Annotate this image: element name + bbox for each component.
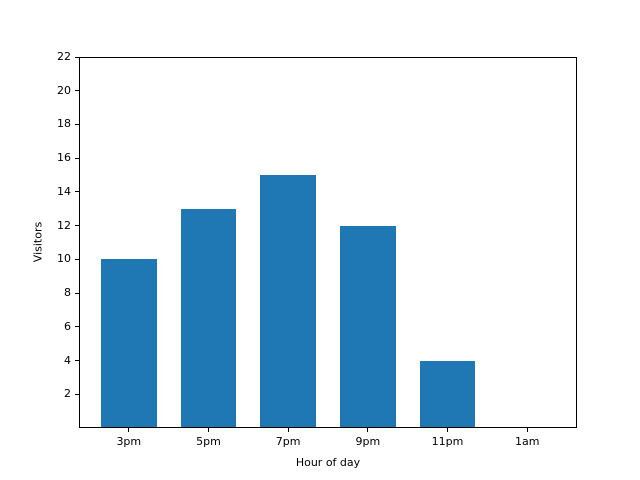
y-tick-label: 10	[57, 252, 71, 266]
x-tick-mark	[367, 428, 369, 432]
y-tick-mark	[75, 326, 79, 328]
x-tick-label: 5pm	[196, 435, 221, 448]
x-tick-mark	[526, 428, 528, 432]
y-tick-mark	[75, 191, 79, 193]
x-tick-mark	[287, 428, 289, 432]
x-tick-mark	[447, 428, 449, 432]
x-tick-label: 7pm	[275, 435, 301, 448]
y-tick-mark	[75, 258, 79, 260]
bar-3pm	[100, 259, 157, 428]
x-tick-mark	[128, 428, 130, 432]
bar-7pm	[260, 175, 317, 428]
y-tick-label: 16	[57, 151, 71, 165]
y-tick-mark	[75, 56, 79, 58]
y-tick-label: 6	[64, 319, 71, 333]
y-tick-label: 2	[64, 387, 71, 401]
y-tick-label: 4	[64, 353, 71, 367]
y-tick-label: 18	[57, 117, 71, 131]
y-tick-label: 12	[57, 218, 71, 232]
x-tick-mark	[207, 428, 209, 432]
x-axis-label: Hour of day	[295, 456, 361, 469]
bar-5pm	[180, 208, 237, 428]
y-tick-label: 14	[57, 184, 71, 198]
y-tick-mark	[75, 393, 79, 395]
x-tick-label: 1am	[514, 435, 540, 448]
y-tick-mark	[75, 360, 79, 362]
bar-11pm	[419, 360, 476, 428]
y-tick-label: 8	[64, 286, 71, 300]
y-tick-mark	[75, 225, 79, 227]
x-tick-label: 3pm	[116, 435, 142, 448]
x-tick-label: 9pm	[355, 435, 381, 448]
y-tick-label: 22	[57, 50, 71, 63]
y-tick-mark	[75, 157, 79, 159]
y-tick-mark	[75, 90, 79, 92]
bar-9pm	[339, 225, 396, 428]
y-axis-label: Visitors	[31, 221, 45, 263]
y-tick-mark	[75, 292, 79, 294]
x-tick-label: 11pm	[431, 435, 464, 448]
y-tick-mark	[75, 123, 79, 125]
y-tick-label: 20	[57, 83, 71, 97]
